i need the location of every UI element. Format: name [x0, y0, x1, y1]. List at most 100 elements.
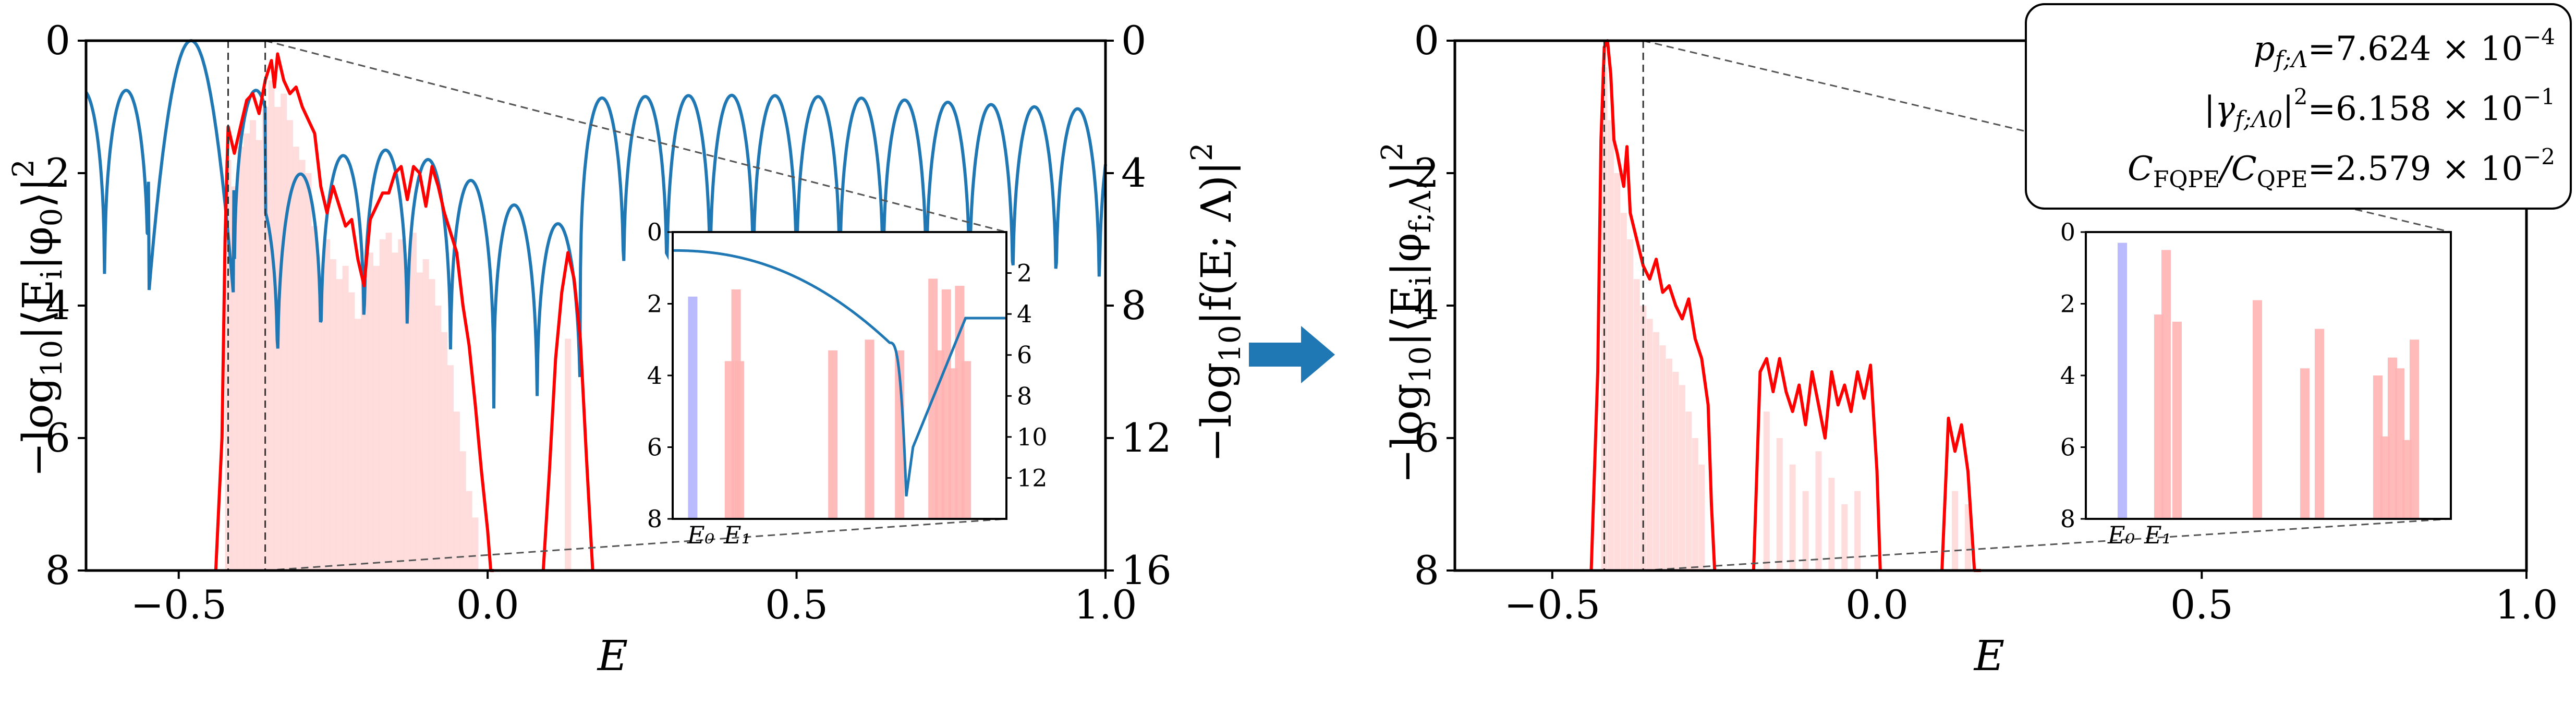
- y-tick-label: 8: [1414, 547, 1439, 593]
- inset-bar-mark: [2388, 357, 2397, 519]
- bar-mark: [330, 259, 336, 571]
- left-x-ticks: −0.5 0.0 0.5 1.0: [130, 571, 1137, 628]
- inset-bar-mark: [2161, 250, 2171, 519]
- bar-mark: [1627, 239, 1634, 571]
- bar-mark: [1828, 478, 1835, 571]
- inset-y-tick-label: 0: [2060, 218, 2075, 246]
- left-y-right-ticks: 0 4 8 12 16: [1105, 17, 1172, 593]
- bar-mark: [1692, 438, 1698, 571]
- bar-mark: [293, 147, 299, 571]
- left-panel: −0.5 0.0 0.5 1.0 0 2 4 6 8 0 4 8 12 16 E −log10|⟨Ei…: [7, 17, 1247, 680]
- bar-mark: [466, 491, 472, 571]
- inset-bar-mark: [724, 361, 734, 519]
- inset-bar-mark: [2154, 314, 2164, 519]
- right-inset-y-ticks: 0 2 4 6 8: [2060, 218, 2086, 533]
- inset-y-tick-label: 8: [2060, 505, 2075, 533]
- bar-mark: [324, 239, 331, 571]
- bar-mark: [256, 140, 262, 571]
- left-inset-y-ticks: 0 2 4 6 8: [647, 218, 673, 533]
- overlap-series-line: [1940, 416, 1981, 572]
- left-y-right-axis-label: −log10|f(E; Λ)|2: [1185, 142, 1247, 462]
- inset-bar-mark: [2402, 440, 2412, 519]
- filter-series-line: [84, 39, 1107, 409]
- bar-mark: [441, 332, 448, 571]
- bar-mark: [281, 93, 287, 571]
- bar-mark: [342, 265, 349, 571]
- inset-y-tick-label: 4: [2060, 361, 2075, 390]
- bar-mark: [1841, 504, 1848, 571]
- bar-mark: [299, 160, 306, 571]
- right-inset-x-tick-e1: E₁: [2144, 521, 2171, 549]
- y-right-tick-label: 4: [1121, 150, 1146, 196]
- x-tick-label: 0.0: [456, 581, 519, 628]
- bar-mark: [398, 239, 405, 571]
- y-tick-label: 6: [45, 415, 70, 461]
- arrow-shape: [1249, 326, 1335, 383]
- y-right-tick-label: 0: [1121, 17, 1146, 64]
- zoom-connector-bottom: [1643, 518, 2451, 572]
- bar-mark: [1620, 213, 1627, 571]
- y-tick-label: 0: [45, 17, 70, 64]
- left-filter-curve: [84, 39, 1107, 409]
- bar-mark: [416, 272, 423, 571]
- left-overlap-curves: [214, 52, 594, 572]
- right-inset-bars: [2118, 242, 2419, 519]
- bar-mark: [373, 265, 380, 571]
- bar-mark: [1776, 438, 1783, 571]
- bar-mark: [459, 451, 466, 571]
- inset-y-tick-label: 8: [647, 505, 662, 533]
- inset-bar-mark: [2253, 300, 2262, 519]
- right-y-ticks: 0 2 4 6 8: [1414, 17, 1455, 593]
- bar-mark: [237, 147, 244, 571]
- bar-mark: [1672, 372, 1679, 571]
- y-right-tick-label: 12: [1121, 415, 1172, 461]
- right-y-axis-label: −log10|⟨Ei|φf;Λ⟩|2: [1376, 142, 1438, 484]
- bar-mark: [392, 252, 398, 571]
- inset-y-right-tick-label: 10: [1017, 423, 1048, 451]
- y-right-tick-label: 8: [1121, 282, 1146, 329]
- bar-mark: [1685, 411, 1692, 571]
- right-bars: [1601, 67, 1971, 571]
- transform-arrow: [1249, 326, 1335, 383]
- y-tick-label: 0: [1414, 17, 1439, 64]
- left-inset: 0 2 4 6 8 2 4 6 8 10 12 E₀ E₁: [647, 218, 1048, 549]
- left-y-ticks: 0 2 4 6 8: [45, 17, 86, 593]
- left-inset-x-tick-e1: E₁: [723, 521, 751, 549]
- inset-bar-mark: [865, 339, 874, 519]
- bar-mark: [429, 279, 435, 571]
- inset-bar-mark: [828, 350, 838, 519]
- info-box-frame: [2025, 3, 2572, 210]
- left-inset-filter-curve: [673, 249, 1006, 497]
- right-x-ticks: −0.5 0.0 0.5 1.0: [1504, 571, 2558, 628]
- bar-mark: [1659, 345, 1666, 571]
- x-tick-label: 0.5: [2170, 581, 2233, 628]
- y-tick-label: 6: [1414, 415, 1439, 461]
- left-inset-y-right-ticks: 2 4 6 8 10 12: [1006, 259, 1048, 492]
- right-x-axis-label: E: [1973, 632, 2004, 680]
- y-right-tick-label: 16: [1121, 547, 1172, 593]
- overlap-series-line: [541, 251, 594, 571]
- bar-mark: [472, 517, 479, 571]
- inset-bar-mark: [688, 296, 698, 519]
- inset-y-tick-label: 2: [2060, 290, 2075, 318]
- bar-mark: [1789, 464, 1796, 571]
- bar-mark: [422, 259, 429, 571]
- right-reference-lines: [1603, 41, 1644, 571]
- overlap-series-line: [214, 52, 494, 572]
- info-line-probability: pf;Λ=7.624 × 10−4: [2254, 24, 2555, 73]
- left-x-axis-label: E: [597, 632, 628, 680]
- info-box: pf;Λ=7.624 × 10−4 |γf;Λ0|2=6.158 × 10−1 …: [2025, 3, 2572, 210]
- inset-y-right-tick-label: 12: [1017, 464, 1048, 492]
- right-panel: −0.5 0.0 0.5 1.0 0 2 4 6 8 E −log10|⟨Ei|φf;Λ⟩|2…: [1376, 3, 2572, 680]
- zoom-connector-top: [265, 40, 1007, 233]
- inset-y-right-tick-label: 2: [1017, 259, 1032, 287]
- inset-y-right-tick-label: 6: [1017, 341, 1032, 369]
- x-tick-label: −0.5: [130, 581, 227, 628]
- bar-mark: [318, 279, 324, 571]
- inset-bar-mark: [2172, 321, 2182, 519]
- x-tick-label: 1.0: [1074, 581, 1137, 628]
- bar-mark: [565, 338, 572, 571]
- inset-y-right-tick-label: 8: [1017, 382, 1032, 410]
- left-zoom-connectors: [265, 40, 1007, 572]
